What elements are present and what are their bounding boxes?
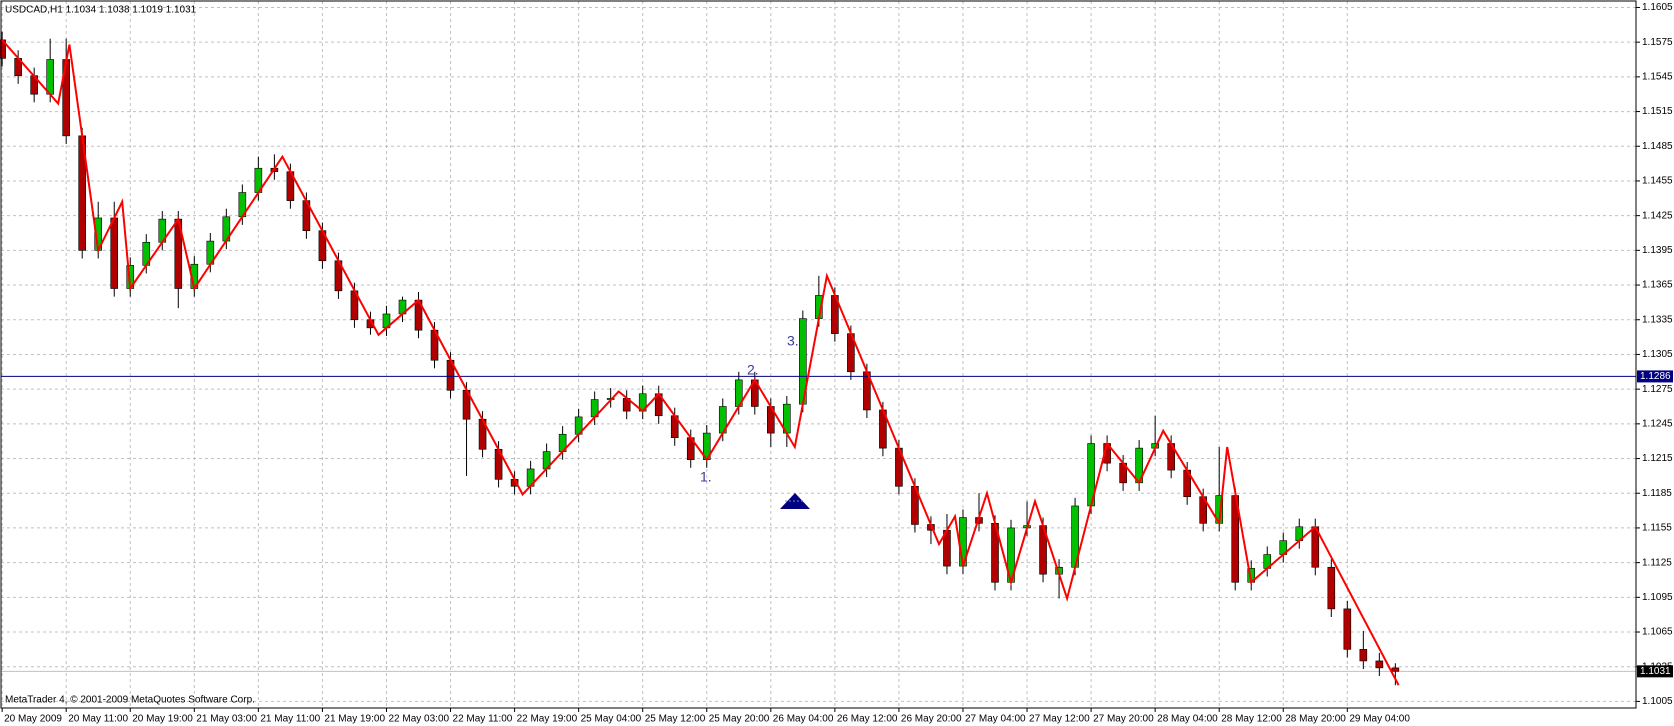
candle-body [110, 217, 119, 289]
annotation: 1. [700, 469, 712, 485]
zigzag-line [1, 39, 1400, 686]
y-tick-label: 1.1545 [1642, 72, 1673, 83]
footer: MetaTrader 4, © 2001-2009 MetaQuotes Sof… [5, 695, 255, 706]
candle-body [46, 59, 54, 95]
candle-body [1343, 608, 1352, 650]
y-tick-label: 1.1335 [1642, 314, 1673, 325]
x-tick-label: 25 May 20:00 [709, 714, 770, 725]
candle-body [1375, 660, 1384, 669]
x-tick-label: 29 May 04:00 [1349, 714, 1410, 725]
candle-body [1327, 566, 1336, 610]
y-tick-label: 1.1005 [1642, 696, 1673, 707]
x-tick-label: 21 May 11:00 [260, 714, 320, 725]
x-tick-label: 20 May 2009 [4, 714, 62, 725]
y-tick-label: 1.1155 [1642, 523, 1672, 534]
x-tick-label: 25 May 12:00 [645, 714, 706, 725]
y-tick-label: 1.1125 [1642, 557, 1672, 568]
y-tick-label: 1.1065 [1642, 627, 1673, 638]
annotation: 3. [787, 333, 799, 349]
x-tick-label: 22 May 03:00 [388, 714, 449, 725]
x-tick-label: 20 May 11:00 [68, 714, 128, 725]
y-tick-label: 1.1575 [1642, 37, 1673, 48]
candle-body [1391, 667, 1400, 672]
x-tick-label: 25 May 04:00 [581, 714, 642, 725]
x-tick-label: 26 May 04:00 [773, 714, 834, 725]
x-tick-label: 27 May 20:00 [1093, 714, 1154, 725]
x-tick-label: 27 May 12:00 [1029, 714, 1090, 725]
x-tick-label: 21 May 19:00 [324, 714, 385, 725]
y-tick-label: 1.1605 [1642, 2, 1673, 13]
x-tick-label: 28 May 20:00 [1285, 714, 1346, 725]
x-tick-label: 27 May 04:00 [965, 714, 1026, 725]
x-tick-label: 21 May 03:00 [196, 714, 257, 725]
y-tick-label: 1.1395 [1642, 245, 1673, 256]
y-tick-label: 1.1275 [1642, 384, 1673, 395]
candle-body [0, 39, 6, 59]
x-tick-label: 22 May 19:00 [517, 714, 578, 725]
x-tick-label: 28 May 12:00 [1221, 714, 1282, 725]
candle-body [1359, 649, 1368, 662]
x-tick-label: 26 May 12:00 [837, 714, 898, 725]
y-tick-label: 1.1425 [1642, 210, 1673, 221]
chart-title: USDCAD,H1 1.1034 1.1038 1.1019 1.1031 [5, 5, 197, 16]
y-tick-label: 1.1095 [1642, 592, 1673, 603]
y-tick-label: 1.1305 [1642, 349, 1673, 360]
y-tick-label: 1.1365 [1642, 280, 1673, 291]
y-tick-label: 1.1245 [1642, 418, 1673, 429]
x-tick-label: 26 May 20:00 [901, 714, 962, 725]
y-tick-label: 1.1455 [1642, 176, 1673, 187]
price-label: 1.1031 [1640, 666, 1671, 677]
y-tick-label: 1.1485 [1642, 141, 1673, 152]
y-tick-label: 1.1185 [1642, 488, 1672, 499]
price-label-box [1637, 370, 1673, 383]
price-label: 1.1286 [1640, 371, 1671, 382]
x-tick-label: 20 May 19:00 [132, 714, 193, 725]
x-tick-label: 28 May 04:00 [1157, 714, 1218, 725]
x-tick-label: 22 May 11:00 [453, 714, 513, 725]
annotation: 2. [747, 362, 759, 378]
y-tick-label: 1.1515 [1642, 106, 1673, 117]
price-label-box [1637, 665, 1673, 678]
y-tick-label: 1.1215 [1642, 453, 1673, 464]
